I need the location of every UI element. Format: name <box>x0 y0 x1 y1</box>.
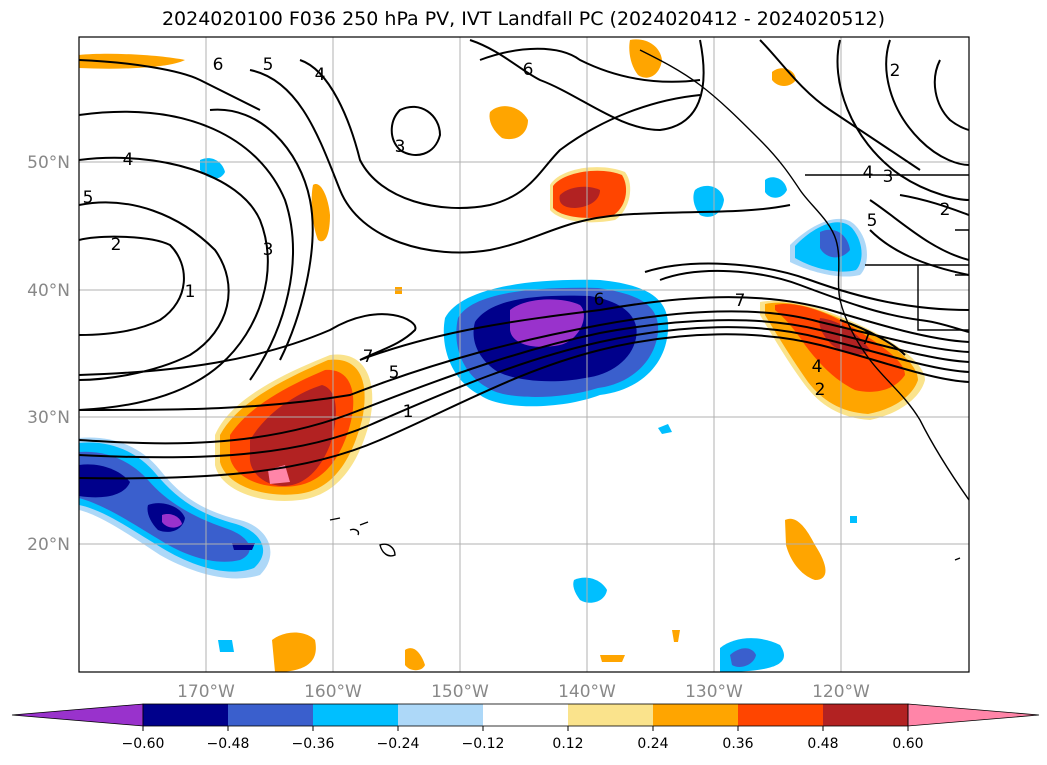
contour-label: 4 <box>863 163 874 183</box>
lon-label-140w: 140°W <box>558 682 616 702</box>
colorbar-segment <box>228 704 313 726</box>
map-panel <box>79 37 969 672</box>
colorbar-tick-label: −0.12 <box>462 736 505 752</box>
contour-label: 5 <box>867 211 878 231</box>
lon-label-120w: 120°W <box>812 682 870 702</box>
longitude-labels: 170°W 160°W 150°W 140°W 130°W 120°W <box>177 682 870 702</box>
colorbar-segment <box>143 704 228 726</box>
lon-label-150w: 150°W <box>431 682 489 702</box>
lat-label-40n: 40°N <box>27 281 70 301</box>
colorbar-segment <box>313 704 398 726</box>
contour-label: 3 <box>883 167 894 187</box>
contour-label: 5 <box>83 188 94 208</box>
colorbar-segment <box>398 704 483 726</box>
lon-label-160w: 160°W <box>304 682 362 702</box>
colorbar-tick-label: −0.48 <box>207 736 250 752</box>
contour-label: 5 <box>263 55 274 75</box>
map-frame <box>78 36 970 673</box>
map-title: 2024020100 F036 250 hPa PV, IVT Landfall… <box>161 8 886 30</box>
gridlines <box>79 37 969 672</box>
contour-label: 2 <box>890 61 901 81</box>
contour-label: 1 <box>185 282 196 302</box>
contour-label: 7 <box>363 347 374 367</box>
contour-label: 7 <box>735 291 746 311</box>
latitude-labels: 50°N 40°N 30°N 20°N <box>27 153 70 555</box>
contour-label: 1 <box>403 402 414 422</box>
contour-label: 6 <box>594 290 605 310</box>
colorbar-segment <box>653 704 738 726</box>
contour-label: 6 <box>213 55 224 75</box>
colorbar-tick-label: −0.24 <box>377 736 420 752</box>
contour-label: 2 <box>940 200 951 220</box>
contour-label: 5 <box>389 363 400 383</box>
colorbar-segment <box>738 704 823 726</box>
colorbar-tick-label: 0.36 <box>722 736 753 752</box>
lat-label-50n: 50°N <box>27 153 70 173</box>
contour-label: 2 <box>111 235 122 255</box>
colorbar-tick-label: 0.48 <box>807 736 838 752</box>
contour-label: 3 <box>395 137 406 157</box>
pv-contours <box>79 39 969 480</box>
colorbar-tick-label: 0.12 <box>552 736 583 752</box>
colorbar: −0.60 −0.48 −0.36 −0.24 −0.12 0.12 0.24 0.36 0.4… <box>11 703 1040 752</box>
lon-label-130w: 130°W <box>685 682 743 702</box>
lat-label-30n: 30°N <box>27 408 70 428</box>
colorbar-outline <box>142 703 909 727</box>
lon-label-170w: 170°W <box>177 682 235 702</box>
colorbar-tick-label: 0.24 <box>637 736 668 752</box>
coastlines <box>329 49 969 561</box>
contour-label: 4 <box>123 150 134 170</box>
colorbar-segment <box>823 704 908 726</box>
colorbar-extend-high <box>907 703 1040 727</box>
contour-label: 6 <box>523 60 534 80</box>
contour-label: 3 <box>263 240 274 260</box>
contour-label: 7 <box>861 329 872 349</box>
colorbar-tick-label: −0.36 <box>292 736 335 752</box>
contour-label: 4 <box>315 65 326 85</box>
colorbar-extend-low <box>11 703 144 727</box>
lat-label-20n: 20°N <box>27 535 70 555</box>
contour-label: 2 <box>815 380 826 400</box>
colorbar-tick-label: −0.60 <box>122 736 165 752</box>
colorbar-segment <box>568 704 653 726</box>
colorbar-segment <box>483 704 568 726</box>
colorbar-tick-label: 0.60 <box>892 736 923 752</box>
contour-label: 4 <box>812 357 823 377</box>
